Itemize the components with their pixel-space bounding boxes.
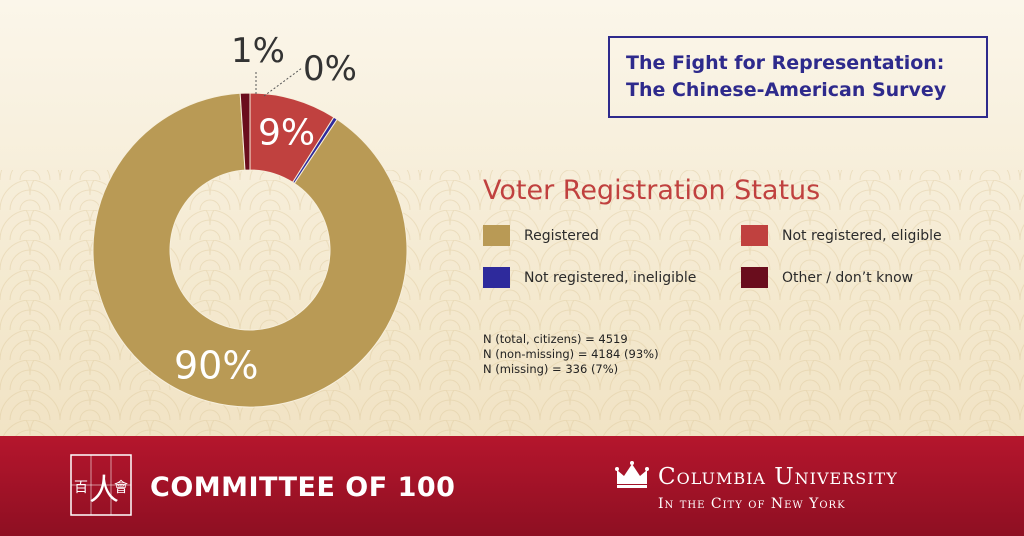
title-line-1: The Fight for Representation: [626,52,945,74]
crown-icon [615,461,649,488]
data-label-registered: 90% [174,343,258,387]
legend-swatch-other [741,267,768,288]
title-box: The Fight for Representation: The Chines… [608,36,988,118]
notes-line-total: N (total, citizens) = 4519 [483,332,628,346]
notes-line-missing: N (missing) = 336 (7%) [483,362,619,376]
chart-title: Voter Registration Status [483,175,821,206]
data-label-not-registered-ineligible: 0% [303,49,357,89]
data-label-other: 1% [231,31,285,71]
donut-slice-registered [92,92,408,408]
data-label-not-registered-eligible: 9% [258,112,315,153]
donut-slice-other-don-t-know [239,92,251,171]
columbia-university-name: Columbia University [658,464,898,490]
svg-text:人: 人 [89,473,119,508]
legend-swatch-registered [483,225,510,246]
notes-line-non-missing: N (non-missing) = 4184 (93%) [483,347,659,361]
legend-item-registered: Registered [483,225,599,246]
legend-swatch-not-registered-ineligible [483,267,510,288]
title-line-2: The Chinese-American Survey [626,79,947,101]
legend-item-other: Other / don’t know [741,267,913,288]
legend-label-not-registered-ineligible: Not registered, ineligible [524,269,697,286]
committee-of-100-name: COMMITTEE OF 100 [150,472,456,503]
columbia-university-subtitle: In the City of New York [658,496,846,512]
svg-text:會: 會 [114,480,128,496]
leader-line-ineligible [263,67,303,97]
footer-banner: 百 人 會 ® COMMITTEE OF 100 Columbia Univer… [0,436,1024,536]
legend-item-not-registered-eligible: Not registered, eligible [741,225,942,246]
svg-text:百: 百 [74,480,88,496]
committee-of-100-logo: 百 人 會 ® [70,454,132,516]
sample-size-notes: N (total, citizens) = 4519 N (non-missin… [483,332,659,377]
legend-label-registered: Registered [524,227,599,244]
legend-item-not-registered-ineligible: Not registered, ineligible [483,267,696,288]
legend-label-not-registered-eligible: Not registered, eligible [782,227,942,244]
legend-label-other: Other / don’t know [782,269,914,286]
donut-chart: 90% 9% 1% 0% [92,31,408,408]
legend-swatch-not-registered-eligible [741,225,768,246]
